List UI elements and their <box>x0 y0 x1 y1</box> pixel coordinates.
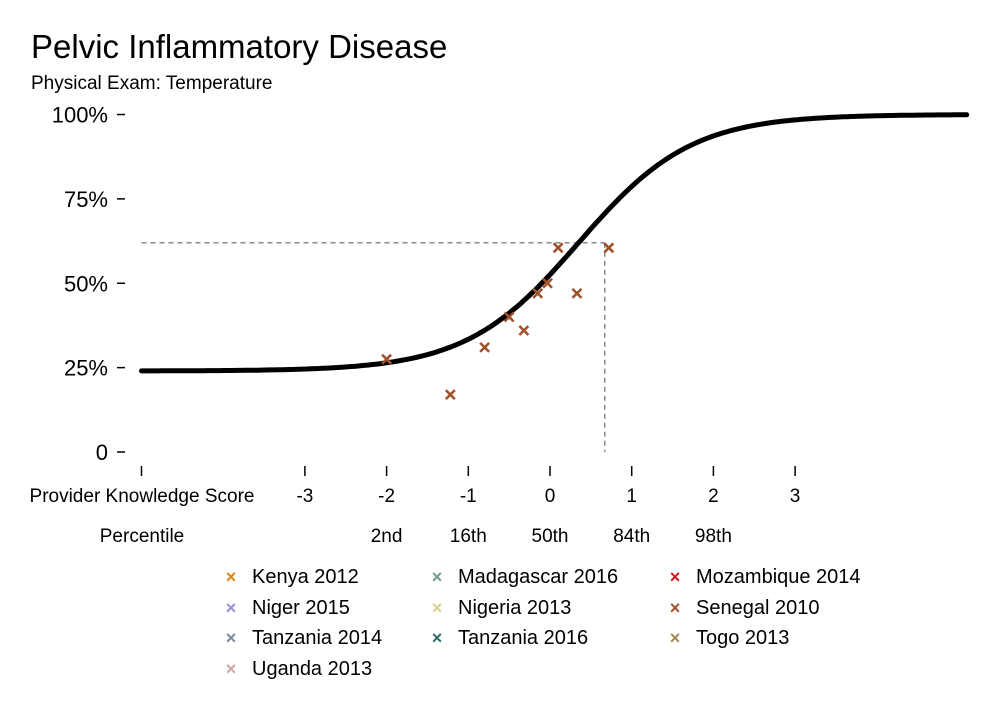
chart-subtitle: Physical Exam: Temperature <box>31 73 273 94</box>
legend-marker-icon: × <box>225 597 237 618</box>
legend-item: × Tanzania 2014 <box>222 627 382 650</box>
data-point <box>479 341 491 353</box>
legend-marker-icon: × <box>225 567 237 587</box>
legend-item: × Senegal 2010 <box>666 596 820 620</box>
legend-marker-icon: × <box>669 567 681 587</box>
data-point-stroke <box>479 341 491 353</box>
data-point <box>381 353 393 365</box>
reference-lines <box>141 242 606 452</box>
legend-item: × Mozambique 2014 <box>666 566 861 589</box>
x-axis-label: Provider Knowledge Score <box>30 486 255 507</box>
x-axis: -3 -2 -1 0 1 2 3 2nd 16th 50th 84th 98th <box>140 466 801 547</box>
legend-label: Madagascar 2016 <box>458 566 619 588</box>
percentile-axis-label: Percentile <box>100 526 185 547</box>
x-tick-label: -2 <box>378 486 395 507</box>
chart-title: Pelvic Inflammatory Disease <box>31 28 448 65</box>
y-tick-label: 75% <box>64 187 108 212</box>
legend-label: Tanzania 2016 <box>458 627 589 649</box>
data-point <box>532 287 544 299</box>
data-point <box>503 311 515 323</box>
legend-label: Senegal 2010 <box>696 596 820 619</box>
data-point-stroke <box>381 353 393 365</box>
legend-marker-icon: × <box>431 567 443 587</box>
data-point <box>571 287 583 299</box>
y-tick-label: 50% <box>64 271 108 296</box>
percentile-tick-label: 84th <box>613 526 650 547</box>
legend-item: × Kenya 2012 <box>222 566 359 589</box>
legend-label: Uganda 2013 <box>252 657 373 680</box>
legend-item: × Nigeria 2013 <box>428 596 572 620</box>
data-point <box>603 242 615 254</box>
legend-label: Nigeria 2013 <box>458 596 572 619</box>
data-point <box>542 277 553 289</box>
legend-label: Niger 2015 <box>252 596 350 619</box>
legend-marker-icon: × <box>669 597 681 618</box>
legend-label: Togo 2013 <box>696 627 790 649</box>
data-point-stroke <box>542 277 553 289</box>
data-point-stroke <box>503 311 515 323</box>
percentile-tick-label: 2nd <box>371 526 403 547</box>
percentile-tick-label: 98th <box>695 526 732 547</box>
legend-marker-icon: × <box>669 628 681 648</box>
x-tick-label: 2 <box>708 486 719 507</box>
x-tick-label: 0 <box>545 486 556 507</box>
y-tick-label: 100% <box>52 103 108 128</box>
data-point-stroke <box>518 325 530 336</box>
legend-item: × Tanzania 2016 <box>428 627 588 650</box>
legend-item: × Uganda 2013 <box>222 658 372 681</box>
data-point <box>552 242 564 254</box>
percentile-tick-label: 50th <box>532 526 569 547</box>
legend-item: × Niger 2015 <box>222 597 350 620</box>
x-tick-label: -1 <box>460 486 477 507</box>
legend-marker-icon: × <box>225 628 237 648</box>
legend-item: × Togo 2013 <box>666 627 790 650</box>
legend-item: × Madagascar 2016 <box>428 566 618 589</box>
y-tick-label: 25% <box>64 356 108 381</box>
data-point <box>444 389 456 401</box>
data-point-stroke <box>571 287 583 299</box>
fitted-curve <box>139 112 970 374</box>
legend-marker-icon: × <box>431 597 443 618</box>
data-point-stroke <box>603 242 615 254</box>
y-axis: 0 25% 50% 75% 100% <box>52 103 125 465</box>
percentile-tick-label: 16th <box>450 526 487 547</box>
data-points-layer <box>381 242 615 401</box>
legend-marker-icon: × <box>431 628 443 648</box>
fitted-curve-layer <box>139 112 970 374</box>
data-point-stroke <box>532 287 544 299</box>
data-point-stroke <box>444 389 456 401</box>
legend-label: Mozambique 2014 <box>696 566 861 588</box>
x-tick-label: 1 <box>626 486 637 507</box>
y-tick-label: 0 <box>96 440 108 465</box>
legend-label: Kenya 2012 <box>252 566 359 588</box>
x-tick-label: -3 <box>296 486 313 507</box>
legend-marker-icon: × <box>225 658 237 679</box>
data-point <box>518 325 530 336</box>
legend-label: Tanzania 2014 <box>252 627 383 649</box>
data-point-stroke <box>552 242 564 254</box>
x-tick-label: 3 <box>790 486 801 507</box>
